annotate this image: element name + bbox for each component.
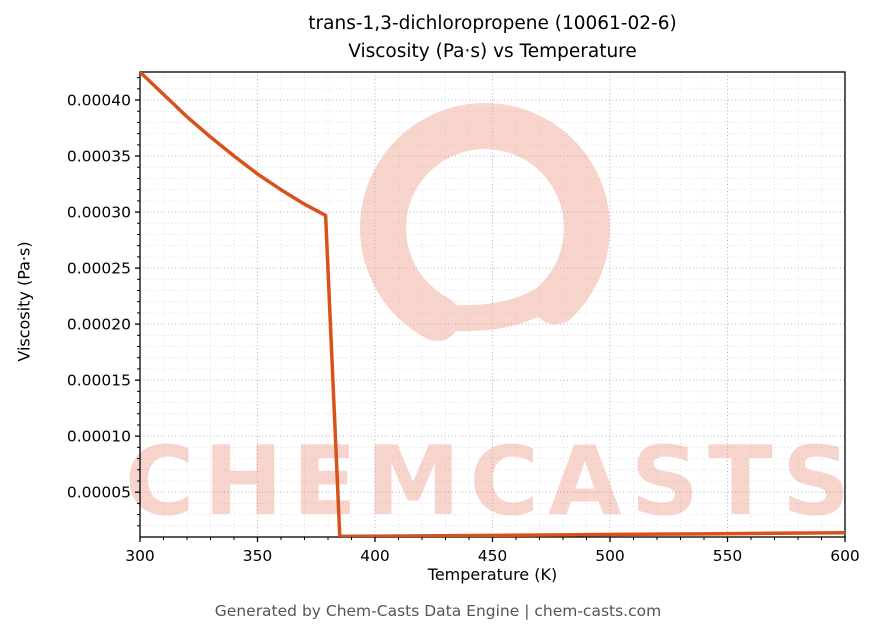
svg-text:450: 450 — [478, 547, 508, 565]
svg-text:500: 500 — [595, 547, 625, 565]
svg-text:400: 400 — [360, 547, 390, 565]
chart-title-line1: trans-1,3-dichloropropene (10061-02-6) — [308, 13, 677, 34]
svg-text:0.00005: 0.00005 — [67, 484, 131, 502]
svg-text:0.00025: 0.00025 — [67, 260, 131, 278]
chemcasts-text-watermark: CHEMCASTS — [125, 427, 860, 537]
svg-text:300: 300 — [125, 547, 155, 565]
svg-text:0.00015: 0.00015 — [67, 372, 131, 390]
svg-text:0.00040: 0.00040 — [67, 92, 131, 110]
svg-text:600: 600 — [830, 547, 860, 565]
svg-text:0.00010: 0.00010 — [67, 428, 131, 446]
svg-text:350: 350 — [243, 547, 273, 565]
x-axis-label: Temperature (K) — [427, 565, 558, 584]
y-axis-label: Viscosity (Pa·s) — [14, 241, 34, 362]
svg-text:0.00030: 0.00030 — [67, 204, 131, 222]
chart-title: trans-1,3-dichloropropene (10061-02-6) V… — [140, 10, 845, 66]
chemcasts-logo-watermark — [360, 102, 611, 353]
svg-text:0.00035: 0.00035 — [67, 148, 131, 166]
footer-credit: Generated by Chem-Casts Data Engine | ch… — [214, 602, 662, 620]
minor-grid — [140, 72, 845, 537]
tick-marks-and-labels: 300 350 400 450 500 550 600 0.00005 0.00010 0.000… — [67, 77, 860, 565]
chart-title-line2: Viscosity (Pa·s) vs Temperature — [348, 41, 637, 62]
viscosity-line-series — [140, 72, 845, 537]
svg-text:0.00020: 0.00020 — [67, 316, 131, 334]
svg-text:550: 550 — [713, 547, 743, 565]
